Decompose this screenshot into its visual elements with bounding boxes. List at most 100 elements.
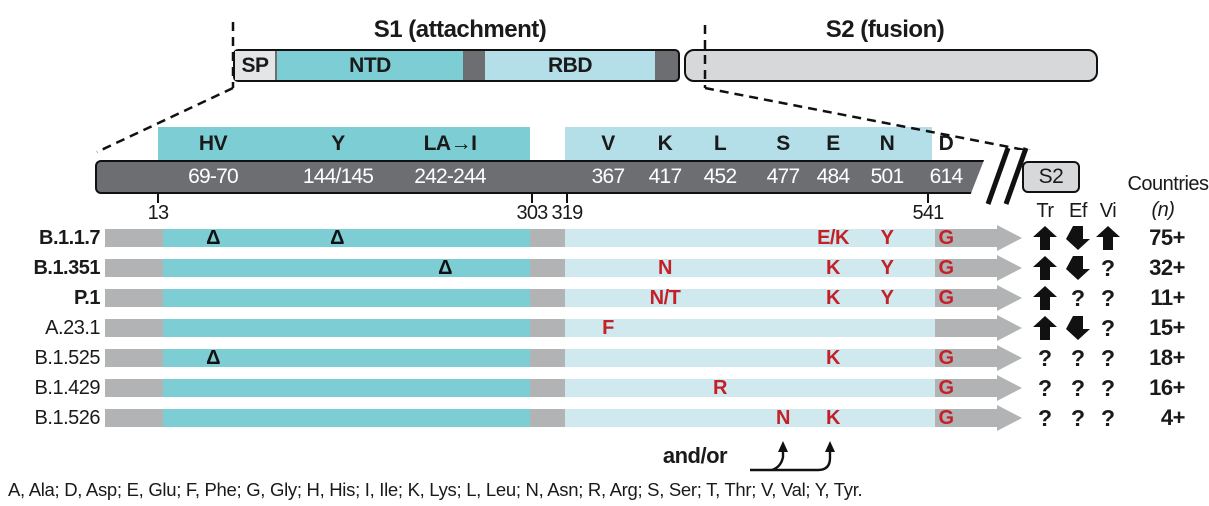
deletion-mark: Δ <box>206 227 220 249</box>
countries-count: 16+ <box>1149 375 1185 400</box>
variant-row: B.1.525 Δ K G??? 18+ <box>0 345 1209 371</box>
row-sp-segment <box>105 379 163 397</box>
row-arrowhead <box>997 255 1022 281</box>
mutation-letter: G <box>938 347 954 369</box>
tick-label: 303 <box>516 202 549 224</box>
mutation-letter: K <box>826 257 840 279</box>
site-position-label: 452 <box>703 165 737 188</box>
mutation-letter: R <box>713 377 727 399</box>
variant-name: B.1.525 <box>34 347 101 369</box>
s2-stub: S2 <box>1022 161 1080 193</box>
sp-segment-label: SP <box>241 53 269 77</box>
mutation-letter: Y <box>880 257 894 279</box>
ef-cell: ? <box>1070 374 1086 401</box>
site-residue-header: Y <box>331 132 345 155</box>
row-arrow-tail <box>935 229 997 247</box>
tr-cell <box>1033 225 1057 251</box>
row-rbd-segment <box>565 259 935 277</box>
ef-cell <box>1066 315 1090 341</box>
ntd-segment: NTD <box>277 51 463 80</box>
row-linker-segment <box>530 409 565 427</box>
tick-label: 13 <box>147 202 169 224</box>
vi-cell: ? <box>1100 254 1116 281</box>
ef-cell: ? <box>1070 404 1086 431</box>
tr-cell: ? <box>1037 344 1053 371</box>
row-linker-segment <box>530 379 565 397</box>
countries-count: 11+ <box>1150 285 1185 310</box>
row-sp-segment <box>105 229 163 247</box>
row-arrow-tail <box>935 409 997 427</box>
s2-domain-label: S2 (fusion) <box>825 16 945 43</box>
vi-cell: ? <box>1100 404 1116 431</box>
row-arrow-tail <box>935 259 997 277</box>
row-sp-segment <box>105 289 163 307</box>
site-position-label: 417 <box>648 165 682 188</box>
ef-cell: ? <box>1070 284 1086 311</box>
mutation-letter: G <box>938 377 954 399</box>
vi-cell: ? <box>1100 374 1116 401</box>
variant-name: B.1.1.7 <box>39 227 100 249</box>
row-ntd-segment <box>163 289 530 307</box>
row-arrowhead <box>997 375 1022 401</box>
deletion-mark: Δ <box>330 227 344 249</box>
row-arrowhead <box>997 285 1022 311</box>
down-arrow-icon <box>1066 226 1090 250</box>
row-linker-segment <box>530 259 565 277</box>
countries-count: 4+ <box>1160 405 1186 430</box>
site-position-label: 242-244 <box>414 165 486 188</box>
up-arrow-icon <box>1033 286 1057 310</box>
mutation-letter: G <box>938 257 954 279</box>
site-position-label: 614 <box>929 165 963 188</box>
down-arrow-icon <box>1066 316 1090 340</box>
row-ntd-segment <box>163 259 530 277</box>
countries-count: 18+ <box>1149 345 1185 370</box>
row-arrowhead <box>997 345 1022 371</box>
up-arrow-icon <box>1033 226 1057 250</box>
row-sp-segment <box>105 409 163 427</box>
site-position-label: 144/145 <box>302 165 374 188</box>
tr-cell <box>1033 255 1057 281</box>
tr-column-header: Tr <box>1036 200 1054 222</box>
row-arrow-tail <box>935 379 997 397</box>
mutation-letter: K <box>826 347 840 369</box>
variant-name: P.1 <box>74 287 100 309</box>
variant-name: B.1.351 <box>33 257 100 279</box>
mutation-letter: K <box>826 407 840 429</box>
vi-cell <box>1096 225 1120 251</box>
mutation-letter: Y <box>880 227 894 249</box>
row-rbd-segment <box>565 379 935 397</box>
row-rbd-segment <box>565 229 935 247</box>
mutation-letter: G <box>938 407 954 429</box>
row-ntd-segment <box>163 379 530 397</box>
countries-column-header: Countries <box>1127 173 1209 195</box>
variant-row: B.1.429 R G??? 16+ <box>0 375 1209 401</box>
countries-count: 15+ <box>1149 315 1185 340</box>
tr-cell <box>1033 285 1057 311</box>
mutation-letter: G <box>938 227 954 249</box>
tick-label: 319 <box>551 202 584 224</box>
row-ntd-segment <box>163 409 530 427</box>
amino-acid-legend: A, Ala; D, Asp; E, Glu; F, Phe; G, Gly; … <box>8 479 863 500</box>
tick-label: 541 <box>912 202 945 224</box>
s1-protein-bar: SP NTD RBD <box>233 49 680 82</box>
ef-cell <box>1066 225 1090 251</box>
up-arrow-icon <box>1033 256 1057 280</box>
row-arrow-tail <box>935 319 997 337</box>
row-arrowhead <box>997 225 1022 251</box>
row-sp-segment <box>105 259 163 277</box>
site-residue-header: K <box>657 132 673 155</box>
s1-domain-label: S1 (attachment) <box>373 16 547 43</box>
countries-count: 32+ <box>1149 255 1185 280</box>
vi-cell: ? <box>1100 344 1116 371</box>
mutation-letter: N <box>658 257 672 279</box>
down-arrow-icon <box>1066 256 1090 280</box>
site-position-label: 477 <box>766 165 800 188</box>
row-rbd-segment <box>565 409 935 427</box>
row-arrow-tail <box>935 289 997 307</box>
variant-row: B.1.1.7 Δ Δ E/K Y G 75+ <box>0 225 1209 251</box>
mutation-letter: F <box>602 317 614 339</box>
position-bar <box>95 160 1000 194</box>
site-residue-header: V <box>601 132 615 155</box>
mutation-letter: N <box>776 407 790 429</box>
s2-protein-bar <box>684 49 1098 82</box>
